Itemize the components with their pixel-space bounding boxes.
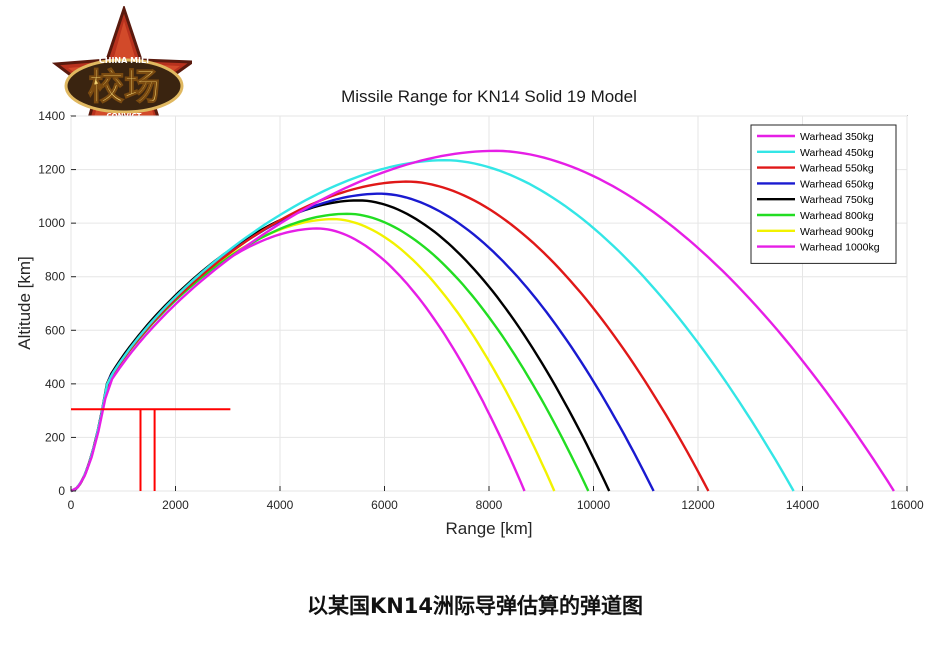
x-tick-label: 0: [68, 498, 75, 512]
logo-main-text: 校场: [88, 67, 160, 108]
x-tick-label: 10000: [577, 498, 611, 512]
legend-entry: Warhead 1000kg: [800, 242, 880, 254]
legend-entry: Warhead 750kg: [800, 194, 874, 206]
y-axis-label: Altitude [km]: [15, 256, 34, 350]
y-tick-label: 400: [45, 377, 65, 391]
series-line: [70, 149, 895, 493]
y-tick-label: 200: [45, 430, 65, 444]
y-tick-label: 0: [58, 484, 65, 498]
chart-title: Missile Range for KN14 Solid 19 Model: [341, 87, 637, 106]
legend-entry: Warhead 450kg: [800, 147, 874, 159]
series-group: [70, 149, 895, 493]
x-axis-label: Range [km]: [446, 519, 533, 538]
y-tick-label: 800: [45, 270, 65, 284]
x-tick-label: 16000: [890, 498, 924, 512]
legend-entry: Warhead 550kg: [800, 163, 874, 175]
legend-entry: Warhead 650kg: [800, 178, 874, 190]
series-line: [70, 158, 795, 493]
y-tick-label: 1200: [38, 163, 65, 177]
y-tick-label: 1000: [38, 216, 65, 230]
legend-entry: Warhead 800kg: [800, 210, 874, 222]
legend-entry: Warhead 900kg: [800, 226, 874, 238]
y-tick-label: 1400: [38, 109, 65, 123]
legend-box: [750, 124, 897, 264]
legend-entry: Warhead 350kg: [800, 131, 874, 143]
x-tick-label: 2000: [162, 498, 189, 512]
y-tick-label: 600: [45, 323, 65, 337]
x-tick-label: 12000: [681, 498, 715, 512]
annotation-lines: [71, 408, 231, 491]
x-axis-ticks: 0 2000 4000 6000 8000 10000 12000 14000 16000: [68, 486, 924, 512]
x-tick-label: 8000: [476, 498, 503, 512]
x-tick-label: 14000: [786, 498, 820, 512]
series-line: [70, 180, 710, 493]
y-axis-ticks: 0 200 400 600 800 1000 1200 1400: [38, 109, 76, 498]
x-tick-label: 4000: [267, 498, 294, 512]
logo-top-text: CHINA MILI: [99, 56, 149, 65]
legend: Warhead 350kg Warhead 450kg Warhead 550kg W…: [750, 124, 897, 264]
x-tick-label: 6000: [371, 498, 398, 512]
figure-caption: 以某国KN14洲际导弹估算的弹道图: [306, 594, 644, 618]
trajectory-chart: Missile Range for KN14 Solid 19 Model 0 2…: [15, 87, 924, 538]
